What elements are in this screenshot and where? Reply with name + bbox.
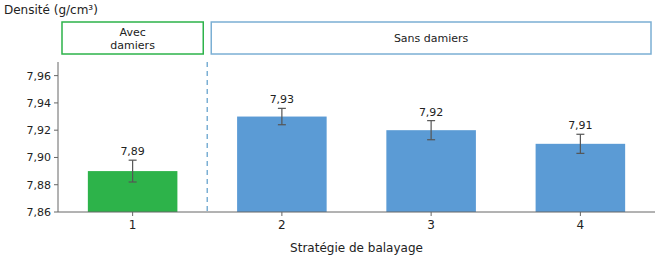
- bar: [237, 117, 327, 212]
- x-tick: [580, 212, 581, 216]
- data-label: 7,92: [419, 106, 444, 119]
- error-cap: [129, 181, 137, 182]
- error-bar: [278, 108, 286, 124]
- y-tick: [54, 130, 58, 131]
- y-tick-label: 7,86: [27, 206, 52, 219]
- y-axis: [58, 62, 59, 212]
- data-label: 7,91: [568, 119, 593, 132]
- group-box: [62, 22, 203, 54]
- x-tick-label: 4: [577, 218, 585, 232]
- y-tick: [54, 212, 58, 213]
- error-cap: [129, 160, 137, 161]
- error-bar: [427, 121, 435, 140]
- error-cap: [576, 134, 584, 135]
- y-tick: [54, 157, 58, 158]
- error-cap: [278, 108, 286, 109]
- x-tick: [281, 212, 282, 216]
- bar: [536, 144, 626, 212]
- y-tick-label: 7,90: [27, 151, 52, 164]
- chart: 7,86 7,88 7,90 7,92 7,94 7,96 7,89 7,93 7,92 7,91…: [0, 0, 667, 262]
- error-cap: [576, 153, 584, 154]
- error-line: [132, 160, 133, 182]
- group-label: Avecdamiers: [110, 26, 155, 52]
- error-line: [281, 108, 282, 124]
- bar: [386, 130, 476, 212]
- error-bar: [129, 160, 137, 182]
- y-tick: [54, 184, 58, 185]
- x-tick: [132, 212, 133, 216]
- error-bar: [576, 134, 584, 153]
- y-tick-label: 7,88: [27, 179, 52, 192]
- bars: [88, 108, 625, 212]
- group-label: Sans damiers: [394, 32, 469, 45]
- y-axis-label: Densité (g/cm³): [4, 3, 98, 17]
- y-tick: [54, 75, 58, 76]
- error-cap: [278, 124, 286, 125]
- error-cap: [427, 139, 435, 140]
- x-tick: [431, 212, 432, 216]
- x-tick-label: 2: [278, 218, 286, 232]
- y-tick: [54, 102, 58, 103]
- x-axis-label: Stratégie de balayage: [290, 241, 423, 255]
- x-axis: [58, 212, 655, 213]
- group-separator: [207, 62, 209, 212]
- y-tick-label: 7,96: [27, 70, 52, 83]
- x-tick-label: 3: [427, 218, 435, 232]
- data-label: 7,93: [270, 93, 295, 106]
- error-line: [580, 134, 581, 153]
- data-label: 7,89: [120, 145, 145, 158]
- y-tick-label: 7,92: [27, 124, 52, 137]
- x-tick-label: 1: [129, 218, 137, 232]
- group-box: [211, 22, 651, 54]
- group-label-line: Sans damiers: [394, 32, 469, 45]
- group-label-line: damiers: [110, 39, 155, 52]
- error-line: [431, 121, 432, 140]
- y-tick-label: 7,94: [27, 97, 52, 110]
- group-label-line: Avec: [120, 26, 146, 39]
- error-cap: [427, 120, 435, 121]
